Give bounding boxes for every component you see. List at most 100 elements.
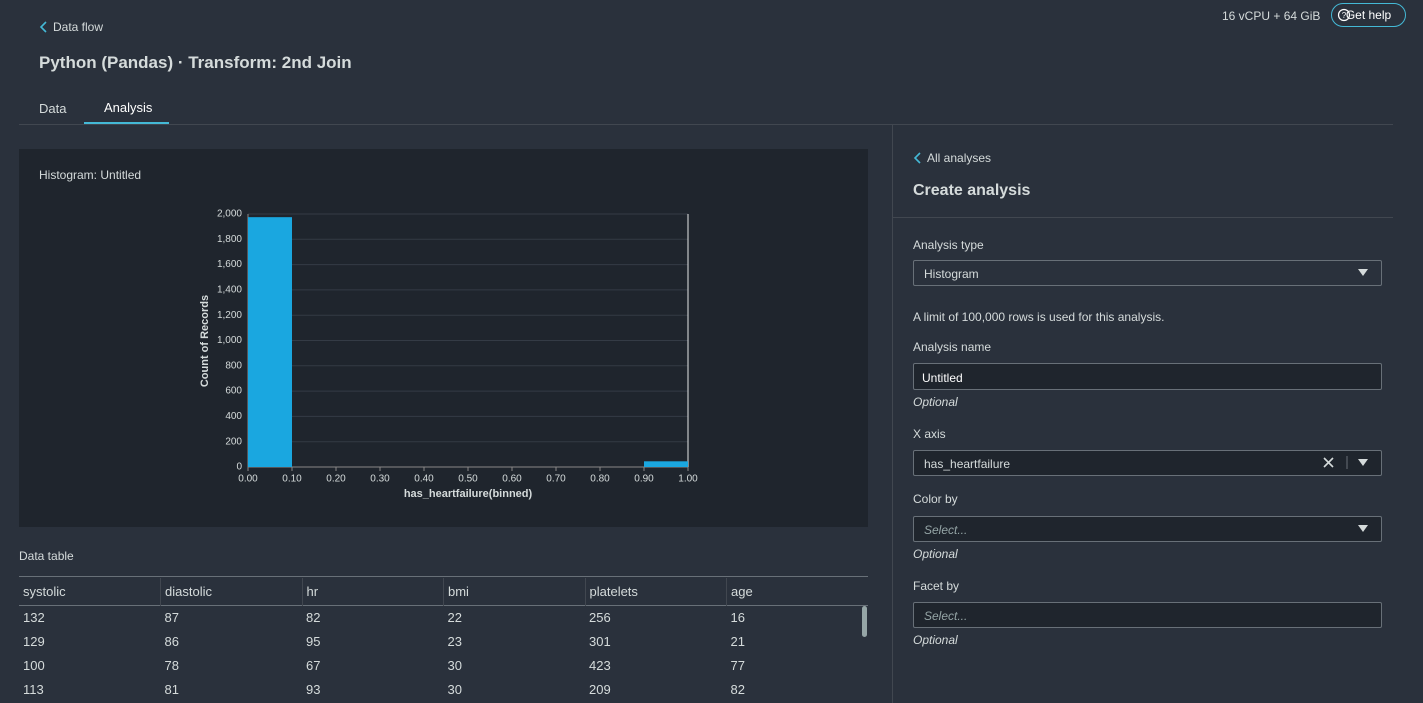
panel-title: Create analysis [913,182,1031,199]
x-tick-label: 0.90 [634,474,654,485]
table-row: 100 78 67 30 423 77 [19,654,868,678]
chevron [913,152,921,164]
back-text: Data flow [53,20,104,34]
table-cell: 81 [164,682,179,697]
table-header-row: systolic diastolic hr bmi platelets age [19,578,868,605]
table-cell: 93 [306,682,321,697]
divider [893,217,1393,218]
back-link[interactable]: Data flow [39,20,103,34]
table-title: Data table [19,549,74,563]
x-tick-label: 0.30 [370,474,390,485]
y-tick-label: 200 [225,436,242,447]
scrollbar[interactable] [862,606,867,637]
table-cell: 301 [589,634,611,649]
hint: Optional [913,547,958,561]
panel-divider [892,125,893,703]
table-cell: 86 [164,634,179,649]
table-cell: 30 [447,682,462,697]
y-tick-label: 600 [225,386,242,397]
limit-note: A limit of 100,000 rows is used for this… [913,310,1165,324]
bar [248,217,292,467]
page-title: Python (Pandas) · Transform: 2nd Join [39,53,352,72]
y-tick-label: 400 [225,411,242,422]
placeholder: Select... [924,523,968,537]
column-header: bmi [443,578,585,605]
table-cell: 22 [447,610,462,625]
x-tick-label: 0.70 [546,474,566,485]
tab[interactable]: Data [39,101,67,116]
chevron [39,21,47,33]
y-tick-label: 800 [225,360,242,371]
x-tick-label: 0.80 [590,474,610,485]
svg-text:?: ? [1342,11,1347,20]
table-cell: 23 [447,634,462,649]
field-label: Analysis type [913,238,984,252]
hint: Optional [913,633,958,647]
help-text: Get help [1345,8,1392,22]
column-header: hr [301,578,444,605]
x-axis-label: has_heartfailure(binned) [404,488,533,500]
x-tick-label: 0.50 [458,474,478,485]
table-row: 113 81 93 30 209 82 [19,678,868,702]
table-cell: 423 [589,658,611,673]
name-input[interactable]: Untitled [913,363,1382,390]
table-cell: 95 [306,634,321,649]
field-label: Analysis name [913,340,992,354]
bar [644,461,688,467]
placeholder: Select... [924,609,968,623]
table-cell: 82 [730,682,745,697]
y-axis-label: Count of Records [199,295,211,387]
field-label: X axis [913,427,946,441]
data-table: systolic diastolic hr bmi platelets age 132 87 8… [19,578,868,702]
x-tick-label: 0.10 [282,474,302,485]
field-label: Facet by [913,579,960,593]
table-cell: 30 [447,658,462,673]
x-tick-label: 0.40 [414,474,434,485]
table-cell: 129 [23,634,45,649]
color-select[interactable]: Select... [913,516,1382,542]
y-tick-label: 1,800 [217,234,242,245]
y-tick-label: 2,000 [217,209,242,220]
table-cell: 77 [730,658,745,673]
column-header: platelets [584,578,727,605]
table-row: 132 87 82 22 256 16 [19,605,868,630]
help-button[interactable]: Get help [1331,3,1406,27]
tab-underline [84,122,169,124]
input-value: Untitled [922,371,963,385]
field-label: Color by [913,492,958,506]
table-row: 129 86 95 23 301 21 [19,630,868,654]
x-tick-label: 0.00 [238,474,258,485]
x-axis-select[interactable]: has_heartfailure [913,450,1382,476]
y-tick-label: 1,600 [217,259,242,270]
dropdown-icon [1358,269,1368,276]
chart: Histogram: Untitled has_heartfailure(bin… [19,149,868,527]
y-tick-label: 1,200 [217,310,242,321]
column-header: systolic [23,583,66,599]
table-cell: 82 [306,610,321,625]
analysis-type-select[interactable]: Histogram [913,260,1382,286]
select-icons [1323,456,1368,532]
y-tick-label: 1,400 [217,285,242,296]
table-cell: 16 [730,610,745,625]
table-cell: 256 [589,610,611,625]
x-tick-label: 0.60 [502,474,522,485]
facet-select[interactable]: Select... [913,602,1382,628]
hint: Optional [913,395,958,409]
table-cell: 209 [589,682,611,697]
table-cell: 87 [164,610,179,625]
table-cell: 100 [23,658,45,673]
y-tick-label: 0 [236,462,242,473]
help-icon: ? [1337,8,1351,22]
select-value: Histogram [924,267,979,281]
table-cell: 132 [23,610,45,625]
x-tick-label: 1.00 [678,474,698,485]
table-cell: 78 [164,658,179,673]
tab-active[interactable]: Analysis [104,100,153,115]
y-tick-label: 1,000 [217,335,242,346]
table-rule [19,576,868,577]
panel-back-text: All analyses [927,151,992,165]
column-header: age [726,578,868,605]
table-cell: 113 [23,682,44,697]
panel-back[interactable]: All analyses [913,151,991,165]
